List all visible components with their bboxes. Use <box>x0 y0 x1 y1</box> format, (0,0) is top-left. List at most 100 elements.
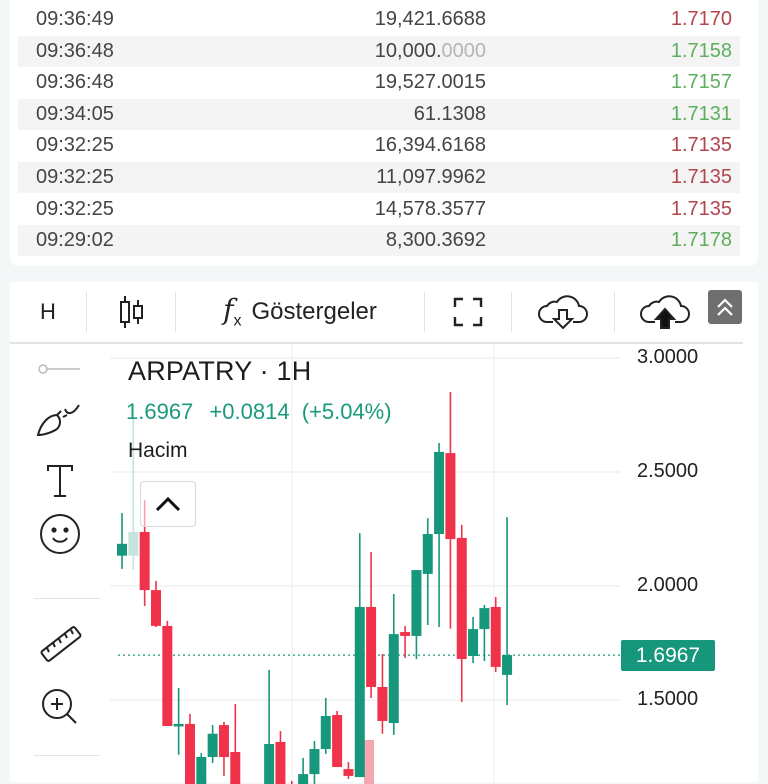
last-price-badge: 1.6967 <box>621 640 715 671</box>
candle <box>150 580 161 628</box>
candle <box>354 533 365 778</box>
candle <box>298 757 309 784</box>
collapse-button[interactable] <box>708 290 742 324</box>
trade-time: 09:32:25 <box>36 134 114 157</box>
drawing-toolbar <box>10 344 110 764</box>
text-icon <box>47 465 73 497</box>
trade-row: 09:36:49 19,421.6688 1.7170 <box>18 4 740 35</box>
candle <box>264 669 275 784</box>
trade-time: 09:29:02 <box>36 229 114 252</box>
candle <box>343 762 354 779</box>
screen-edge <box>758 0 768 768</box>
zoom-in-icon <box>42 689 77 724</box>
candle <box>196 753 207 784</box>
price-axis-tick: 2.5000 <box>637 460 699 482</box>
trade-amount: 61.1308 <box>413 102 486 125</box>
smiley-icon <box>40 514 80 554</box>
toolbar-divider <box>511 292 512 332</box>
toolbar-divider <box>34 598 100 599</box>
download-button[interactable] <box>512 292 614 332</box>
candle <box>275 731 286 784</box>
chart-type-button[interactable] <box>87 292 175 332</box>
candle <box>184 713 195 784</box>
trade-price: 1.7135 <box>670 197 732 220</box>
toolbar-divider <box>175 292 176 332</box>
toolbar-divider <box>424 292 425 332</box>
candle <box>128 417 139 571</box>
trade-price: 1.7178 <box>670 229 732 252</box>
candle <box>479 604 490 662</box>
trade-amount: 16,394.6168 <box>374 134 486 157</box>
candle <box>502 517 513 706</box>
upload-button[interactable] <box>615 292 715 332</box>
cloud-download-icon <box>538 295 588 330</box>
toolbar-divider <box>34 755 100 756</box>
candle <box>162 620 173 726</box>
brush-tool[interactable] <box>32 396 88 446</box>
trade-row: 09:32:25 16,394.6168 1.7135 <box>18 130 740 161</box>
text-tool[interactable] <box>32 456 88 506</box>
trade-row: 09:36:48 10,000.0000 1.7158 <box>18 35 740 67</box>
trend-line-icon <box>38 364 80 374</box>
double-chevron-up-icon <box>717 298 733 316</box>
candle <box>218 721 229 776</box>
price-axis-tick: 1.5000 <box>637 688 699 710</box>
trade-amount: 14,578.3577 <box>374 197 486 220</box>
zoom-in-tool[interactable] <box>32 682 88 732</box>
measure-tool[interactable] <box>32 619 88 669</box>
candle <box>332 710 343 768</box>
candle <box>411 570 422 659</box>
line-tool[interactable] <box>32 344 88 394</box>
price-axis-tick: 3.0000 <box>637 346 699 368</box>
trade-price: 1.7170 <box>670 8 732 30</box>
expand-legend-button[interactable] <box>140 481 196 527</box>
chart-plot-area[interactable]: ARPATRY · 1H 1.6967 +0.0814 (+5.04%) Hac… <box>110 344 758 784</box>
trade-amount: 11,097.9962 <box>376 166 486 188</box>
candlestick-icon <box>120 296 143 328</box>
brush-icon <box>36 404 80 437</box>
price-change-pct: (+5.04%) <box>301 399 392 424</box>
cloud-upload-icon <box>640 295 690 329</box>
trade-amount: 19,527.0015 <box>374 71 486 94</box>
ruler-icon <box>40 626 82 662</box>
trade-time: 09:34:05 <box>36 102 114 125</box>
emoji-tool[interactable] <box>32 509 88 559</box>
indicators-button[interactable]: fx Göstergeler <box>176 292 424 332</box>
interval-button[interactable]: H <box>10 292 86 332</box>
trade-time: 09:36:49 <box>36 8 114 30</box>
trade-price: 1.7135 <box>670 134 732 157</box>
trade-amount: 8,300.3692 <box>385 229 486 252</box>
trade-row: 09:32:25 11,097.9962 1.7135 <box>18 162 740 193</box>
trade-amount: 19,421.6688 <box>374 8 486 30</box>
toolbar-divider <box>86 292 87 332</box>
candle <box>422 518 433 625</box>
trade-row: 09:32:25 14,578.3577 1.7135 <box>18 194 740 225</box>
last-price: 1.6967 <box>126 399 194 424</box>
candle <box>377 653 388 734</box>
fullscreen-button[interactable] <box>425 292 511 332</box>
candle <box>388 593 399 735</box>
toolbar-divider <box>614 292 615 332</box>
price-axis-tick: 2.0000 <box>637 574 699 596</box>
trade-price: 1.7135 <box>670 166 732 188</box>
symbol-title: ARPATRY · 1H <box>128 356 312 386</box>
chart-panel: H fx Göstergeler <box>10 282 758 784</box>
chevron-up-icon <box>155 496 181 512</box>
candle <box>445 391 456 629</box>
candle <box>309 741 320 784</box>
fx-icon: fx <box>223 293 242 330</box>
trade-price: 1.7158 <box>670 39 732 62</box>
trade-time: 09:32:25 <box>36 197 114 220</box>
candle <box>230 704 241 784</box>
volume-label: Hacim <box>128 439 188 462</box>
candle <box>173 687 184 755</box>
candle <box>434 443 445 628</box>
trade-price: 1.7157 <box>670 71 732 94</box>
quote-line: 1.6967 +0.0814 (+5.04%) <box>126 399 392 425</box>
trade-time: 09:36:48 <box>36 71 114 94</box>
candle <box>490 596 501 672</box>
indicators-label: Göstergeler <box>251 298 377 325</box>
candle <box>207 725 218 763</box>
candle <box>320 697 331 755</box>
trade-row: 09:29:02 8,300.3692 1.7178 <box>18 225 740 257</box>
